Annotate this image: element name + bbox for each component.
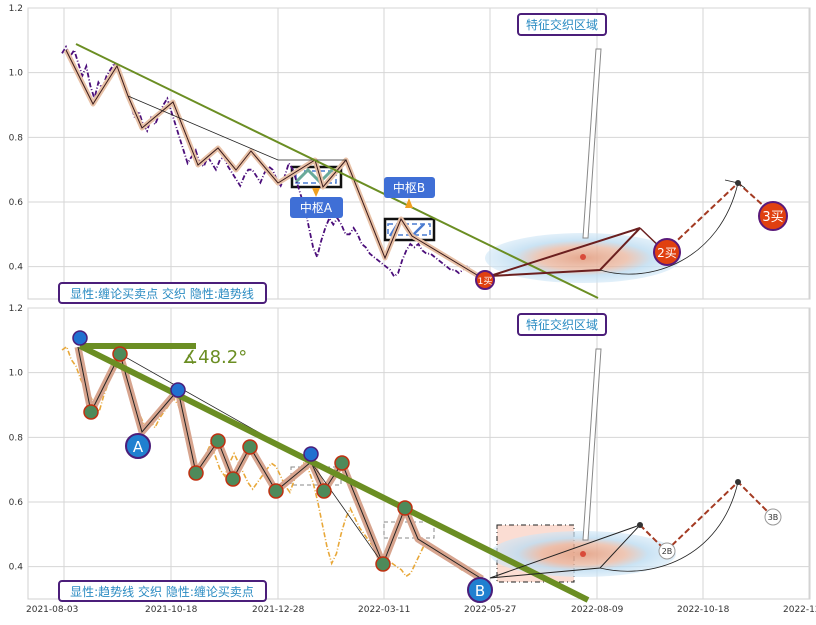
top-plot-area	[27, 7, 811, 300]
bottom-yticks: 0.4 0.6 0.8 1.0 1.2	[9, 304, 24, 573]
x-tick-label: 2021-12-28	[252, 605, 305, 615]
y-tick-label: 0.6	[9, 198, 24, 208]
bottom-trendline	[78, 343, 590, 603]
node-marker	[188, 465, 204, 481]
label-b-marker: B	[467, 577, 493, 603]
svg-text:3买: 3买	[762, 210, 783, 225]
node-marker	[210, 433, 226, 449]
top-segment-line	[127, 95, 346, 161]
node-marker	[225, 471, 241, 487]
top-chan-stroke	[65, 49, 483, 279]
svg-text:1买: 1买	[478, 276, 493, 287]
node-marker	[170, 382, 186, 398]
y-tick-label: 1.0	[9, 69, 24, 79]
bottom-buy-triangle	[489, 524, 641, 579]
node-marker	[72, 330, 88, 346]
svg-text:B: B	[475, 582, 485, 600]
svg-text:A: A	[133, 438, 144, 456]
node-marker	[268, 483, 284, 499]
top-callout-arrow	[582, 48, 602, 239]
bottom-peak-point	[735, 479, 741, 485]
buy1-marker: 1买	[475, 270, 495, 290]
svg-text:显性:趋势线 交织 隐性:缠论买卖点: 显性:趋势线 交织 隐性:缠论买卖点	[70, 584, 254, 599]
svg-text:显性:缠论买卖点 交织 隐性:趋势线: 显性:缠论买卖点 交织 隐性:趋势线	[70, 286, 254, 301]
top-region-center	[580, 254, 586, 260]
svg-text:特征交织区域: 特征交织区域	[526, 17, 598, 32]
top-projection-arc	[599, 182, 739, 275]
x-tick-label: 2022-05-27	[464, 605, 516, 615]
bottom-caption: 显性:趋势线 交织 隐性:缠论买卖点	[58, 580, 267, 602]
bottom-region-label: 特征交织区域	[517, 313, 607, 336]
bottom-projection-path	[639, 480, 774, 553]
buy3-marker: 3买	[758, 201, 788, 231]
top-trendline	[75, 43, 599, 299]
node-marker	[83, 404, 99, 420]
svg-text:2买: 2买	[657, 246, 677, 260]
bottom-callout-arrow	[582, 348, 602, 541]
bottom-grid	[28, 307, 810, 599]
x-tick-label: 2022-12-06	[783, 605, 816, 615]
y-tick-label: 0.6	[9, 498, 24, 508]
node-marker	[334, 455, 350, 471]
y-tick-label: 0.8	[9, 133, 24, 143]
x-tick-label: 2022-08-09	[571, 605, 624, 615]
y-tick-label: 0.4	[9, 563, 24, 573]
top-panel: 0.4 0.6 0.8 1.0 1.2 特征交织区域	[9, 4, 811, 304]
angle-label: ∡48.2°	[182, 347, 247, 368]
top-peak-point	[735, 180, 741, 186]
svg-text:2B: 2B	[662, 547, 673, 556]
bottom-projection-arc	[599, 481, 739, 572]
bottom-plot-area	[27, 307, 811, 600]
node-marker	[242, 439, 258, 455]
bottom-price-line	[61, 345, 477, 578]
pivot-b-box	[383, 217, 436, 242]
top-buy-triangle	[489, 227, 641, 277]
svg-text:中枢B: 中枢B	[393, 180, 425, 195]
y-tick-label: 0.4	[9, 263, 24, 273]
pivot-b-label: 中枢B	[384, 177, 435, 198]
pivot-a-zigzag	[294, 167, 334, 185]
node-marker	[112, 346, 128, 362]
bottom-panel: 0.40.60.81.01.2 2021-08-03 2021-10-18 2021…	[9, 304, 816, 615]
y-tick-label: 1.2	[9, 4, 23, 14]
pivot-a-label: 中枢A	[290, 197, 343, 218]
buy2-b-marker: 2B	[658, 542, 676, 560]
y-tick-label: 1.2	[9, 304, 23, 314]
x-tick-label: 2021-08-03	[26, 605, 78, 615]
label-a-marker: A	[125, 433, 151, 459]
svg-text:中枢A: 中枢A	[300, 200, 333, 215]
y-tick-label: 1.0	[9, 369, 24, 379]
top-caption: 显性:缠论买卖点 交织 隐性:趋势线	[58, 282, 267, 304]
bottom-xticks: 2021-08-03 2021-10-18 2021-12-28 2022-03-11…	[26, 605, 816, 615]
svg-text:特征交织区域: 特征交织区域	[526, 317, 598, 332]
x-tick-label: 2022-10-18	[677, 605, 730, 615]
pivot-a-pointer	[312, 188, 320, 197]
node-marker	[397, 500, 413, 516]
svg-text:3B: 3B	[768, 513, 779, 522]
x-tick-label: 2022-03-11	[358, 605, 410, 615]
y-tick-label: 0.8	[9, 433, 24, 443]
node-marker	[375, 556, 391, 572]
node-marker	[316, 483, 332, 499]
buy2-marker: 2买	[653, 238, 681, 266]
top-region-label: 特征交织区域	[517, 13, 607, 36]
bottom-buy-apex	[637, 522, 643, 528]
top-yticks: 0.4 0.6 0.8 1.0 1.2	[9, 4, 24, 273]
x-tick-label: 2021-10-18	[145, 605, 198, 615]
pivot-b-pointer	[405, 198, 413, 208]
buy3-b-marker: 3B	[764, 508, 782, 526]
node-marker	[303, 446, 319, 462]
bottom-region-center	[580, 551, 586, 557]
